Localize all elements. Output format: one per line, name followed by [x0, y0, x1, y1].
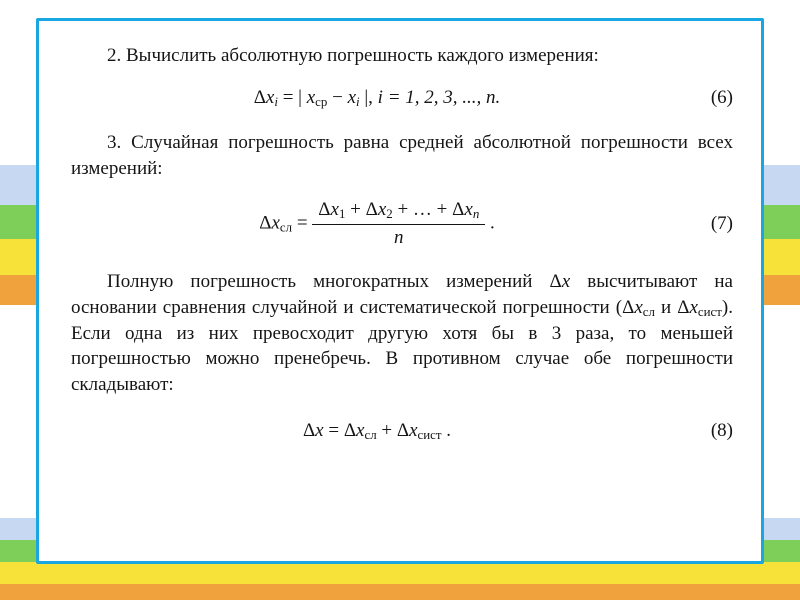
equation-8: Δx = Δxсл + Δxсист . (8) — [71, 420, 733, 443]
p3-x2: x — [634, 297, 642, 318]
paragraph-full-error: Полную погрешность многократных измерени… — [71, 269, 733, 397]
eq8-period: . — [446, 420, 451, 441]
eq6-close: |, — [364, 87, 377, 108]
equation-7: Δxсл = Δx1 + Δx2 + … + Δxn n . (7) — [71, 199, 733, 249]
p3-sl: сл — [643, 304, 655, 319]
content-card: 2. Вычислить абсолютную погрешность кажд… — [36, 18, 764, 564]
equation-6: Δxi = | xср − xi |, i = 1, 2, 3, ..., n.… — [71, 87, 733, 110]
eq8-sl: сл — [364, 427, 376, 442]
eq8-x1: x — [315, 420, 323, 441]
eq6-xcp: x — [307, 87, 315, 108]
eq8-x3: x — [409, 420, 417, 441]
eq6-i: i — [274, 94, 278, 109]
eq7-sl: сл — [280, 220, 292, 235]
eq6-minus: − — [332, 87, 347, 108]
eq7-numerator: Δx1 + Δx2 + … + Δxn — [312, 199, 485, 225]
p3a: Полную погрешность многократных измерени… — [107, 271, 562, 292]
eq7-denominator: n — [312, 225, 485, 249]
eq7-period: . — [490, 213, 495, 234]
eq6-delta: Δ — [254, 87, 266, 108]
eq8-d3: + Δ — [381, 420, 409, 441]
p3-sist: сист — [698, 304, 722, 319]
eq6-i2: i — [356, 94, 360, 109]
equation-6-body: Δxi = | xср − xi |, i = 1, 2, 3, ..., n. — [71, 87, 683, 110]
eq6-idx: i = 1, 2, 3, ..., n. — [378, 87, 501, 108]
eq6-cp: ср — [315, 94, 327, 109]
eq7-fraction: Δx1 + Δx2 + … + Δxn n — [312, 199, 485, 249]
paragraph-3-intro: 3. Случайная погрешность равна средней а… — [71, 130, 733, 181]
equation-7-number: (7) — [683, 213, 733, 235]
eq7-eq: = — [297, 213, 312, 234]
eq8-sist: сист — [418, 427, 442, 442]
eq7-x: x — [271, 213, 279, 234]
equation-7-body: Δxсл = Δx1 + Δx2 + … + Δxn n . — [71, 199, 683, 249]
p3c: и Δ — [655, 297, 690, 318]
equation-8-body: Δx = Δxсл + Δxсист . — [71, 420, 683, 443]
equation-6-number: (6) — [683, 87, 733, 109]
paragraph-2-intro: 2. Вычислить абсолютную погрешность кажд… — [71, 43, 733, 69]
equation-8-number: (8) — [683, 420, 733, 442]
eq8-d1: Δ — [303, 420, 315, 441]
p3-x1: x — [562, 271, 570, 292]
eq7-delta: Δ — [259, 213, 271, 234]
p3-x3: x — [689, 297, 697, 318]
eq6-eq: = | — [283, 87, 307, 108]
eq8-d2: = Δ — [328, 420, 356, 441]
eq6-xi: x — [348, 87, 356, 108]
